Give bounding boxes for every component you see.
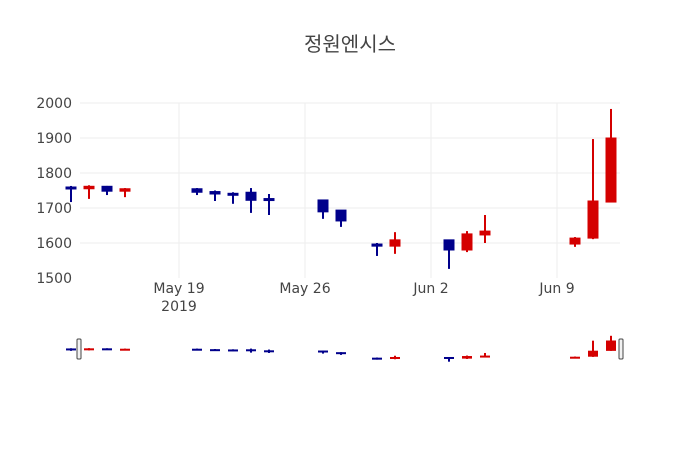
slider-candle <box>588 340 598 357</box>
candle[interactable] <box>389 232 401 254</box>
x-axis: May 19 2019 May 26 Jun 2 Jun 9 <box>153 281 574 315</box>
slider-candle <box>570 356 580 359</box>
candle[interactable] <box>461 231 473 253</box>
candle[interactable] <box>569 237 581 247</box>
slider-candle <box>462 355 472 359</box>
candle[interactable] <box>317 199 329 219</box>
slider-candle <box>210 349 220 352</box>
slider-candle <box>264 349 274 353</box>
candle[interactable] <box>479 215 491 243</box>
range-slider-left-handle[interactable] <box>76 338 82 360</box>
slider-candle <box>228 349 238 352</box>
slider-candle <box>192 348 202 351</box>
slider-candle <box>102 348 112 351</box>
y-tick-label: 1600 <box>36 236 72 252</box>
candle[interactable] <box>209 190 221 202</box>
candle[interactable] <box>605 108 617 203</box>
slider-candle <box>390 355 400 360</box>
slider-candle <box>318 350 328 354</box>
candle[interactable] <box>227 192 239 204</box>
y-tick-label: 1900 <box>36 131 72 147</box>
candlestick-series[interactable] <box>65 108 617 269</box>
x-tick-label: Jun 9 <box>538 281 574 297</box>
candle[interactable] <box>335 209 347 227</box>
y-tick-label: 1700 <box>36 201 72 217</box>
x-tick-label: May 26 <box>279 281 330 297</box>
slider-candle <box>480 352 490 358</box>
slider-candle <box>84 348 94 351</box>
x-tick-label: Jun 2 <box>412 281 448 297</box>
candle[interactable] <box>263 194 275 215</box>
candle[interactable] <box>587 139 599 240</box>
y-tick-label: 2000 <box>36 96 72 112</box>
slider-candle <box>246 348 256 353</box>
y-tick-label: 1800 <box>36 166 72 182</box>
slider-candle <box>66 348 76 351</box>
grid-lines <box>80 102 620 278</box>
candle[interactable] <box>119 188 131 198</box>
candle[interactable] <box>245 188 257 213</box>
candle[interactable] <box>65 185 77 203</box>
slider-candle <box>336 352 346 355</box>
candle[interactable] <box>443 239 455 269</box>
candle[interactable] <box>371 243 383 256</box>
range-slider[interactable] <box>66 335 624 362</box>
candle[interactable] <box>83 185 95 199</box>
slider-candle <box>606 335 616 351</box>
chart-title: 정원엔시스 <box>304 32 396 56</box>
x-tick-year-label: 2019 <box>161 299 197 315</box>
y-tick-label: 1500 <box>36 271 72 287</box>
range-slider-right-handle[interactable] <box>618 338 624 360</box>
x-tick-label: May 19 <box>153 281 204 297</box>
slider-candle <box>372 357 382 360</box>
slider-candle <box>120 348 130 351</box>
y-axis: 1500 1600 1700 1800 1900 2000 <box>36 96 72 287</box>
candle[interactable] <box>101 185 113 196</box>
candle[interactable] <box>191 188 203 196</box>
slider-candle <box>444 356 454 362</box>
